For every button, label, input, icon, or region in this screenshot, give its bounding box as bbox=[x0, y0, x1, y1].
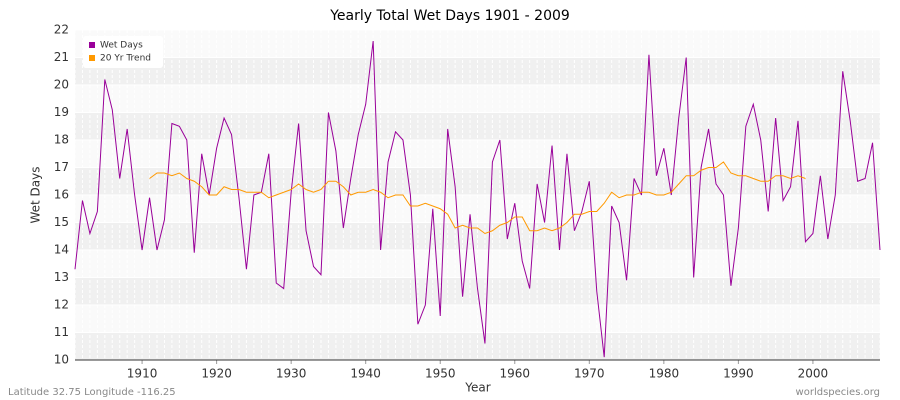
x-tick-label: 1960 bbox=[499, 367, 530, 381]
y-tick-label: 19 bbox=[54, 105, 69, 119]
x-axis-label: Year bbox=[464, 381, 490, 395]
footer-left: Latitude 32.75 Longitude -116.25 bbox=[8, 387, 176, 398]
x-tick-label: 1990 bbox=[723, 367, 754, 381]
y-tick-label: 13 bbox=[54, 270, 69, 284]
y-tick-label: 14 bbox=[54, 243, 69, 257]
legend-swatch bbox=[89, 55, 95, 61]
y-tick-label: 17 bbox=[54, 160, 69, 174]
x-tick-label: 1930 bbox=[276, 367, 307, 381]
y-tick-label: 18 bbox=[54, 133, 69, 147]
legend-label: 20 Yr Trend bbox=[100, 54, 151, 64]
x-tick-label: 1980 bbox=[649, 367, 680, 381]
legend-box bbox=[83, 36, 163, 68]
y-axis-label: Wet Days bbox=[29, 166, 43, 223]
footer-right: worldspecies.org bbox=[796, 387, 880, 398]
x-tick-label: 1910 bbox=[127, 367, 158, 381]
series-line bbox=[149, 161, 806, 235]
x-tick-label: 1970 bbox=[574, 367, 605, 381]
x-tick-label: 1920 bbox=[201, 367, 232, 381]
y-tick-label: 15 bbox=[54, 215, 69, 229]
y-tick-label: 12 bbox=[54, 298, 69, 312]
y-tick-label: 20 bbox=[54, 78, 69, 92]
y-tick-label: 11 bbox=[54, 325, 69, 339]
chart-title: Yearly Total Wet Days 1901 - 2009 bbox=[329, 8, 570, 24]
x-tick-label: 1950 bbox=[425, 367, 456, 381]
y-tick-label: 10 bbox=[54, 353, 69, 367]
y-tick-label: 21 bbox=[54, 50, 69, 64]
x-tick-label: 2000 bbox=[798, 367, 829, 381]
y-tick-label: 16 bbox=[54, 188, 69, 202]
legend-label: Wet Days bbox=[100, 41, 143, 51]
x-tick-label: 1940 bbox=[350, 367, 381, 381]
legend-swatch bbox=[89, 42, 95, 48]
y-tick-label: 22 bbox=[54, 23, 69, 37]
